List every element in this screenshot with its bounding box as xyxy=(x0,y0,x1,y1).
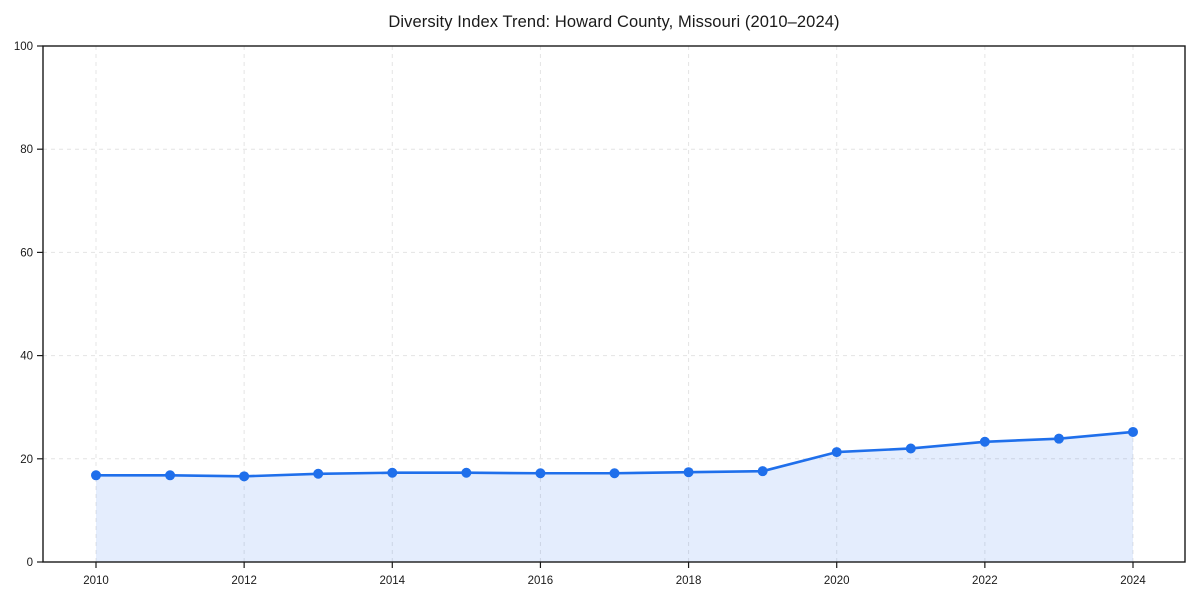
data-point xyxy=(757,466,768,477)
data-point xyxy=(1128,426,1138,437)
data-point xyxy=(91,470,101,481)
x-tick-label: 2020 xyxy=(824,575,850,587)
area-fill xyxy=(96,431,1133,562)
data-point xyxy=(1053,433,1064,444)
x-tick-label: 2024 xyxy=(1120,575,1146,587)
y-tick-label: 100 xyxy=(14,41,33,53)
data-point xyxy=(165,470,176,481)
x-tick-label: 2018 xyxy=(676,575,702,587)
x-tick-label: 2014 xyxy=(379,575,405,587)
chart-title: Diversity Index Trend: Howard County, Mi… xyxy=(388,13,840,31)
y-tick-label: 0 xyxy=(27,557,33,569)
data-point xyxy=(905,443,916,454)
x-tick-label: 2010 xyxy=(83,575,109,587)
y-tick-label: 80 xyxy=(20,144,33,156)
data-point xyxy=(831,447,842,458)
x-tick-label: 2012 xyxy=(231,575,257,587)
data-point xyxy=(609,468,620,479)
data-point xyxy=(461,467,472,478)
data-point xyxy=(535,468,546,479)
x-tick-label: 2022 xyxy=(972,575,998,587)
y-tick-label: 60 xyxy=(20,247,33,259)
y-tick-label: 40 xyxy=(20,351,33,363)
x-tick-label: 2016 xyxy=(528,575,554,587)
data-point xyxy=(387,467,398,478)
data-point xyxy=(313,468,324,479)
plot-border xyxy=(42,45,1186,563)
data-point xyxy=(979,436,990,447)
data-point xyxy=(239,471,250,482)
y-tick-label: 20 xyxy=(20,454,33,466)
data-point xyxy=(683,467,694,478)
